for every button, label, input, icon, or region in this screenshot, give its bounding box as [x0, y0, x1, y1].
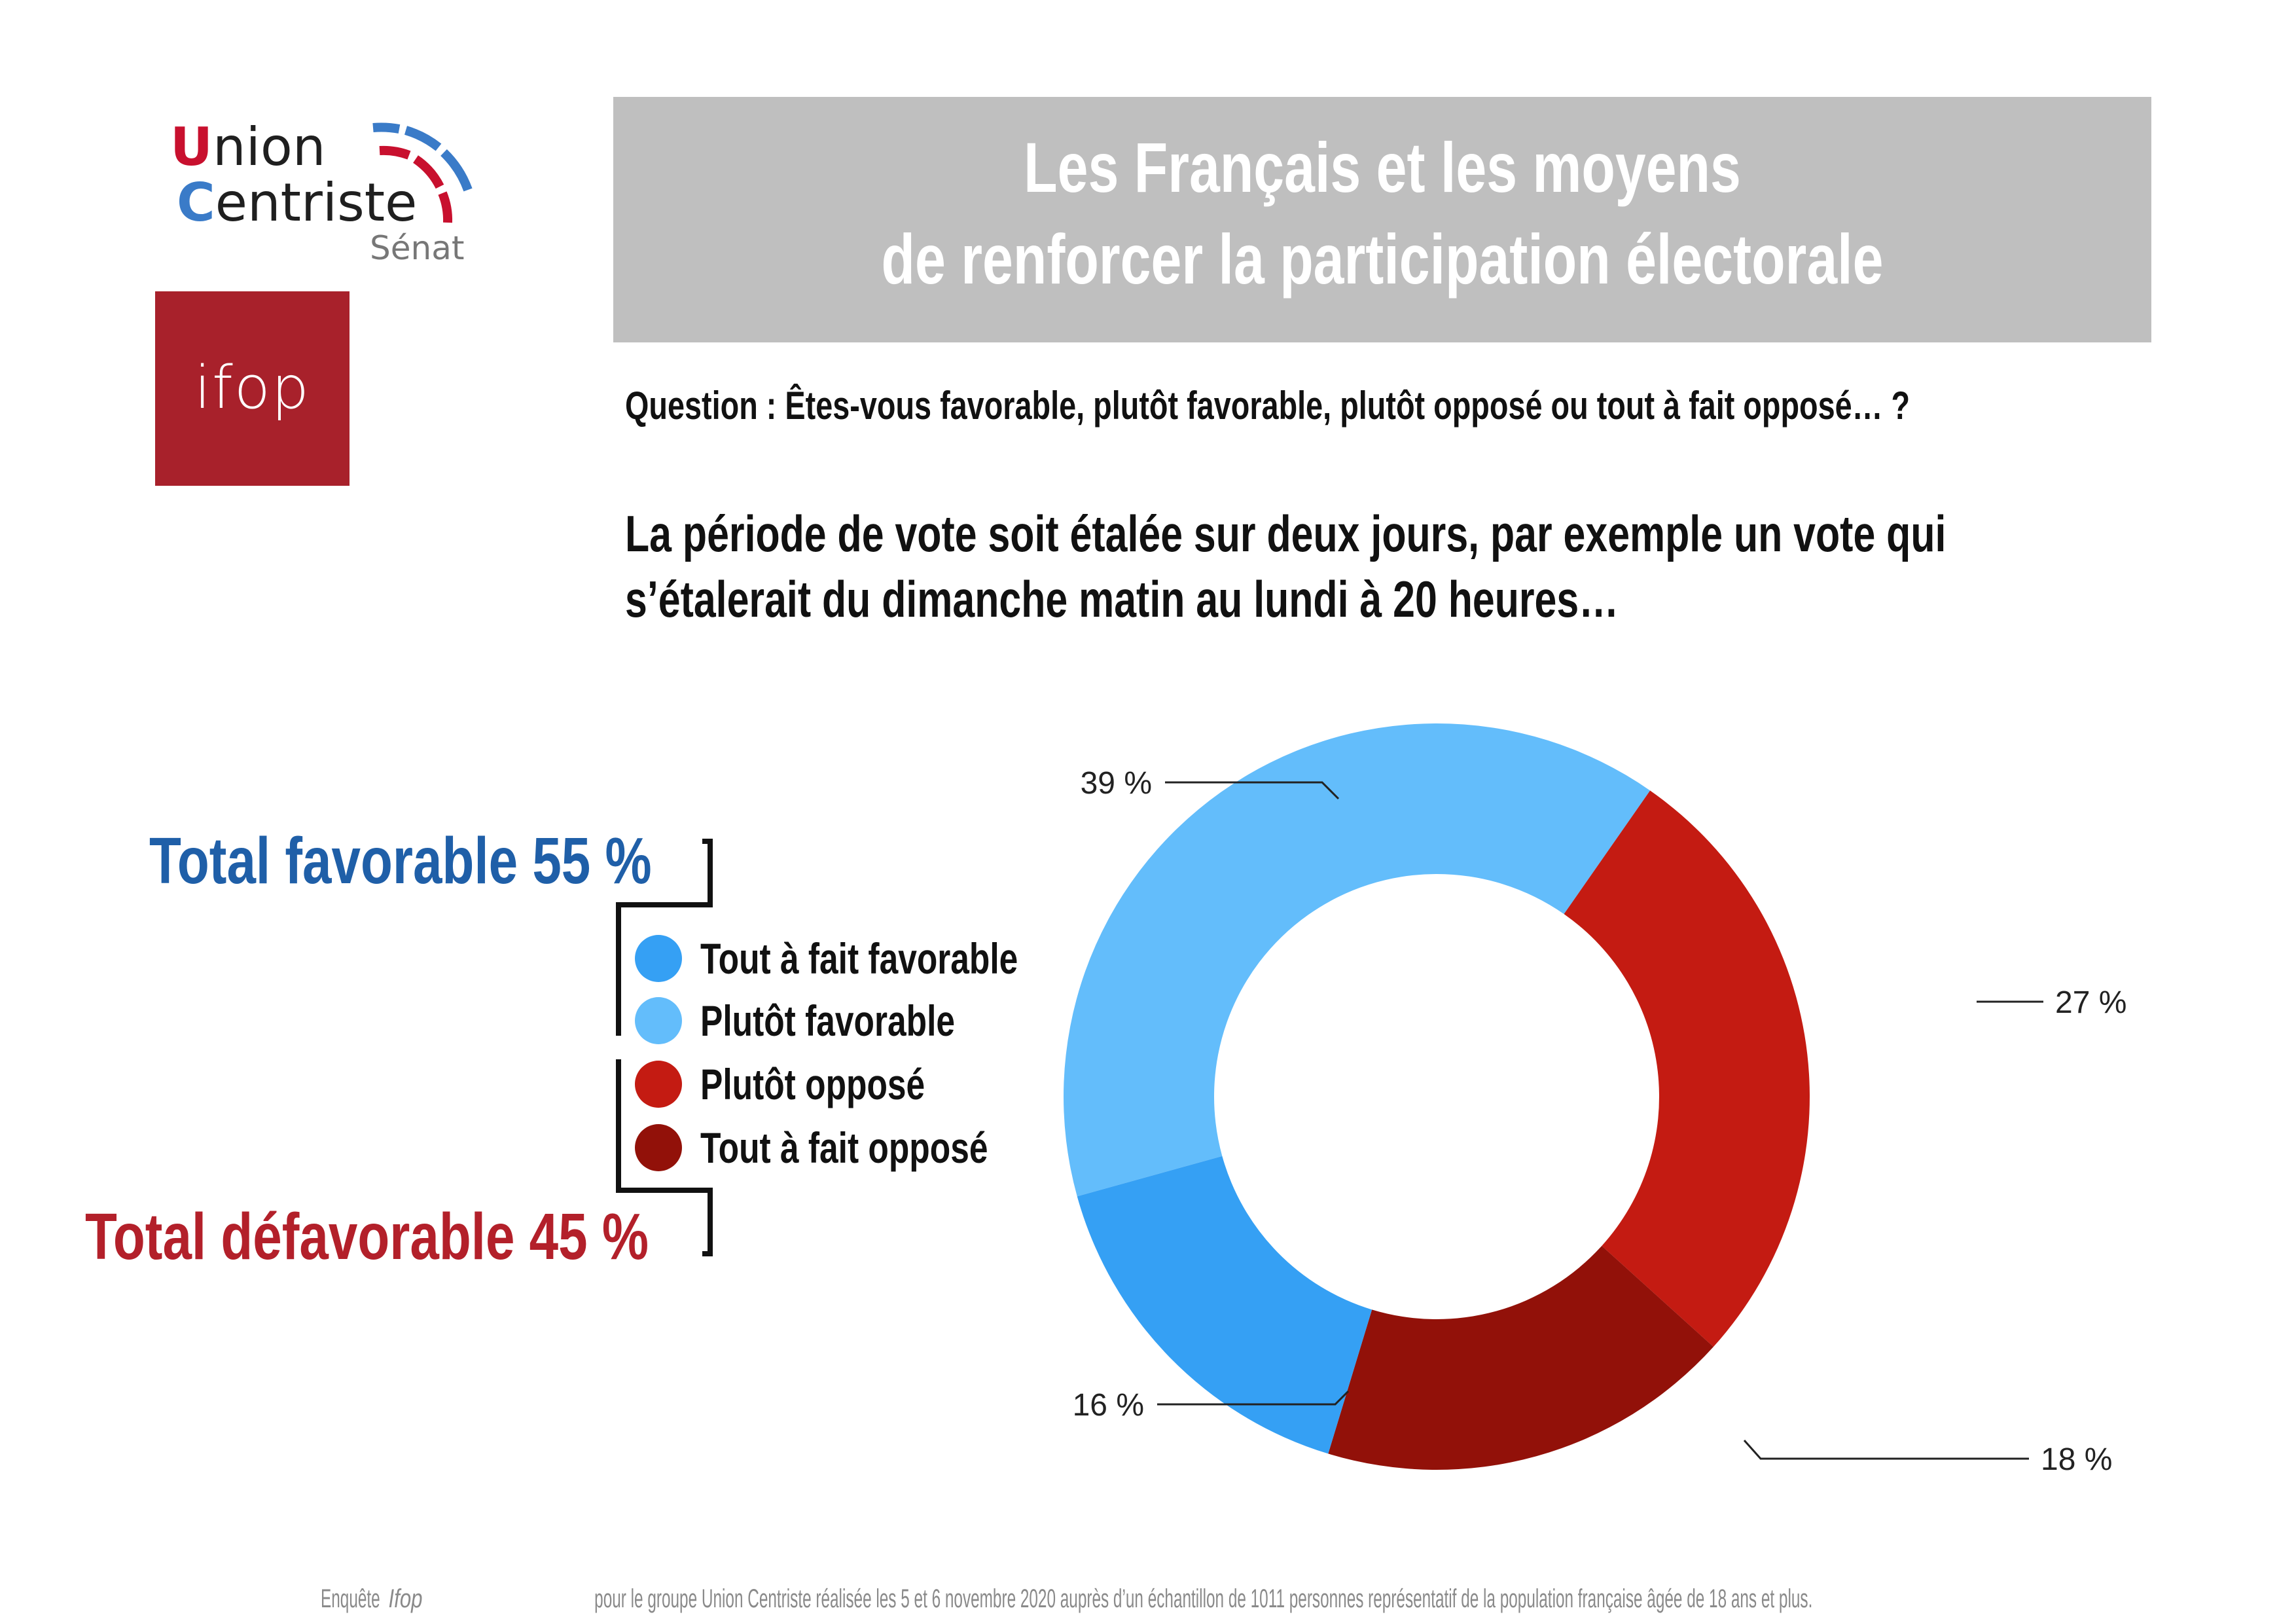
bracket-defavorable: [616, 1059, 713, 1256]
ifop-logo: ifop: [155, 291, 350, 486]
data-label: 39 %: [1081, 766, 1152, 801]
data-label: 27 %: [2055, 985, 2126, 1020]
logo-word-senat: Sénat: [370, 229, 465, 267]
legend-swatch: [635, 997, 682, 1044]
total-favorable: Total favorable 55 %: [149, 824, 652, 898]
donut-slice: [1077, 1156, 1372, 1454]
data-label: 16 %: [1073, 1388, 1144, 1423]
legend-label: Tout à fait opposé: [700, 1123, 988, 1172]
logo-word-centriste: Centriste: [177, 172, 418, 233]
footer-note: Enquête Ifop pour le groupe Union Centri…: [320, 1584, 1812, 1613]
legend-swatch: [635, 1061, 682, 1108]
footer-italic: Ifop: [388, 1584, 423, 1613]
total-defavorable: Total défavorable 45 %: [85, 1200, 649, 1273]
donut-slice: [1328, 1245, 1713, 1470]
data-label: 18 %: [2041, 1442, 2112, 1477]
legend-label: Plutôt favorable: [700, 996, 956, 1045]
title-line-2: de renforcer la participation électorale: [881, 219, 1884, 299]
leader-line: [1743, 1440, 2029, 1460]
donut-slice: [1564, 790, 1810, 1347]
statement-line-1: La période de vote soit étalée sur deux …: [625, 505, 1946, 562]
statement-line-2: s’étalerait du dimanche matin au lundi à…: [625, 570, 1619, 628]
statement-text: La période de vote soit étalée sur deux …: [625, 501, 1946, 632]
union-centriste-logo: Union Centriste Sénat: [170, 108, 484, 272]
legend-label: Tout à fait favorable: [700, 934, 1018, 983]
logo-word-union: Union: [170, 117, 326, 177]
logo-arcs-icon: [372, 122, 473, 223]
leader-line: [1157, 1390, 1350, 1406]
ifop-logo-text: ifop: [194, 354, 310, 422]
title-banner: Les Français et les moyens de renforcer …: [613, 97, 2151, 342]
title-line-1: Les Français et les moyens: [1024, 128, 1741, 207]
legend-swatch: [635, 935, 682, 982]
legend-swatch: [635, 1124, 682, 1171]
question-text: Question : Êtes-vous favorable, plutôt f…: [625, 384, 1910, 428]
bracket-favorable: [616, 839, 713, 1036]
donut-slice: [1063, 723, 1651, 1197]
legend-label: Plutôt opposé: [700, 1060, 925, 1108]
leader-line: [1165, 781, 1340, 800]
